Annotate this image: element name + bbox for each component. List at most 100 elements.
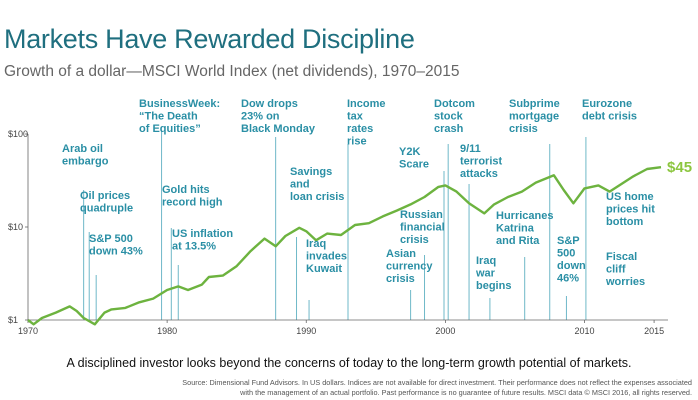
annotation-line-text: invades <box>306 251 347 263</box>
chart-subtitle: Growth of a dollar—MSCI World Index (net… <box>4 63 460 80</box>
annotation-line-text: Subprime <box>509 98 560 110</box>
annotation-line-text: at 13.5% <box>172 241 216 253</box>
annotation-line-text: S&P 500 <box>89 233 133 245</box>
annotation-line-text: Eurozone <box>582 98 632 110</box>
annotation-line-text: Hurricanes <box>496 210 553 222</box>
annotation-label: Iraq invades Kuwait <box>306 238 347 275</box>
annotation-line-text: Black Monday <box>241 123 316 135</box>
annotation-line-text: rise <box>347 136 367 148</box>
x-tick-label: 1980 <box>157 326 177 336</box>
annotation-line-text: terrorist <box>460 156 503 168</box>
annotation-label: Fiscal cliff worries <box>605 251 645 288</box>
annotation-line-text: crisis <box>386 273 415 285</box>
annotation-line-text: rates <box>347 123 373 135</box>
chart-title: Markets Have Rewarded Discipline <box>4 24 415 54</box>
source-note: Source: Dimensional Fund Advisors. In US… <box>92 378 692 398</box>
end-value-label: $45 <box>667 159 692 176</box>
annotation-line-text: down 43% <box>89 246 143 258</box>
annotation-line-text: Oil prices <box>80 190 130 202</box>
annotation-line-text: and <box>290 179 310 191</box>
annotation-line-text: Y2K <box>399 146 420 158</box>
axes: $1 $10 $100 1970 1980 1990 2000 2010 2015 <box>8 129 668 336</box>
annotation-line-text: crisis <box>400 234 429 246</box>
annotation-line-text: war <box>475 268 496 280</box>
y-tick-label: $1 <box>8 315 18 325</box>
annotation-line-text: tax <box>347 111 364 123</box>
annotation-label: Income tax rates rise <box>347 98 386 148</box>
annotation-line-text: Arab oil <box>62 143 103 155</box>
annotation-label: Oil prices quadruple <box>80 190 133 215</box>
annotation-label: S&P 500 down 46% <box>557 235 586 285</box>
tagline: A disciplined investor looks beyond the … <box>66 356 632 370</box>
annotation-line-text: and Rita <box>496 235 540 247</box>
annotation-line-text: S&P <box>557 235 580 247</box>
x-tick-label: 2010 <box>575 326 595 336</box>
annotation-line-text: prices hit <box>606 204 655 216</box>
annotation-line-text: 46% <box>557 273 579 285</box>
annotation-line-text: mortgage <box>509 111 559 123</box>
annotation-label: Dotcom stock crash <box>434 98 475 135</box>
annotation-label: Subprime mortgage crisis <box>509 98 560 135</box>
annotation-line-text: record high <box>162 197 223 209</box>
annotation-line-text: Russian <box>400 209 443 221</box>
growth-chart: $1 $10 $100 1970 1980 1990 2000 2010 2015 $45 Ar… <box>8 98 692 336</box>
annotation-label: S&P 500 down 43% <box>89 233 143 258</box>
annotation-label: US home prices hit bottom <box>606 191 655 228</box>
annotation-line-text: US home <box>606 191 654 203</box>
annotation-line-text: debt crisis <box>582 111 637 123</box>
annotation-line-text: stock <box>434 111 464 123</box>
annotation-label: Y2K Scare <box>399 146 429 171</box>
source-line-1: Source: Dimensional Fund Advisors. In US… <box>182 378 692 387</box>
annotation-label: US inflation at 13.5% <box>172 228 233 253</box>
annotation-line-text: Katrina <box>496 223 535 235</box>
annotation-line-text: Scare <box>399 159 429 171</box>
y-tick-label: $100 <box>8 129 28 139</box>
annotation-line-text: Gold hits <box>162 184 210 196</box>
annotations-layer: Arab oil embargo Oil prices quadruple S&P 50… <box>62 98 655 292</box>
annotation-line-text: begins <box>476 280 511 292</box>
annotation-line-text: 23% on <box>241 111 280 123</box>
annotation-line-text: Dow drops <box>241 98 298 110</box>
annotation-label: Russian financial crisis <box>400 209 445 246</box>
annotation-line-text: down <box>557 260 586 272</box>
annotation-line-text: Kuwait <box>306 263 342 275</box>
annotation-label: Iraq war begins <box>475 255 511 292</box>
annotation-line-text: Asian <box>386 248 416 260</box>
annotation-line-text: cliff <box>606 264 626 276</box>
annotation-line-text: of Equities” <box>139 123 201 135</box>
annotation-label: Hurricanes Katrina and Rita <box>496 210 553 247</box>
annotation-line-text: 500 <box>557 248 575 260</box>
annotation-line-text: Savings <box>290 166 332 178</box>
y-tick-label: $10 <box>8 222 23 232</box>
annotation-line-text: Iraq <box>476 255 496 267</box>
annotation-label: Arab oil embargo <box>62 143 109 168</box>
x-tick-label: 2000 <box>435 326 455 336</box>
annotation-line-text: worries <box>605 276 645 288</box>
annotation-line-text: attacks <box>460 168 498 180</box>
annotation-line-text: Income <box>347 98 386 110</box>
annotation-label: Eurozone debt crisis <box>582 98 637 123</box>
annotation-label: Asian currency crisis <box>386 248 433 285</box>
annotation-line-text: loan crisis <box>290 191 344 203</box>
annotation-line-text: financial <box>400 222 445 234</box>
annotation-label: Savings and loan crisis <box>290 166 344 203</box>
series-layer: $45 <box>27 159 692 326</box>
annotation-line-text: bottom <box>606 216 643 228</box>
annotation-line-text: “The Death <box>139 111 198 123</box>
source-line-2: with the management of an actual portfol… <box>240 388 692 397</box>
annotation-label: 9/11 terrorist attacks <box>460 143 503 180</box>
x-tick-label: 2015 <box>644 326 664 336</box>
annotation-line-text: Iraq <box>306 238 326 250</box>
annotation-line-text: crisis <box>509 123 538 135</box>
annotation-line-text: 9/11 <box>460 143 481 155</box>
series-line <box>27 166 662 326</box>
annotation-line-text: Dotcom <box>434 98 475 110</box>
x-tick-label: 1990 <box>296 326 316 336</box>
annotation-line-text: crash <box>434 123 464 135</box>
annotation-line-text: embargo <box>62 156 109 168</box>
annotation-label: BusinessWeek: “The Death of Equities” <box>139 98 220 135</box>
x-tick-label: 1970 <box>18 326 38 336</box>
annotation-line-text: currency <box>386 261 433 273</box>
annotation-line-text: quadruple <box>80 203 133 215</box>
annotation-line-text: Fiscal <box>606 251 637 263</box>
